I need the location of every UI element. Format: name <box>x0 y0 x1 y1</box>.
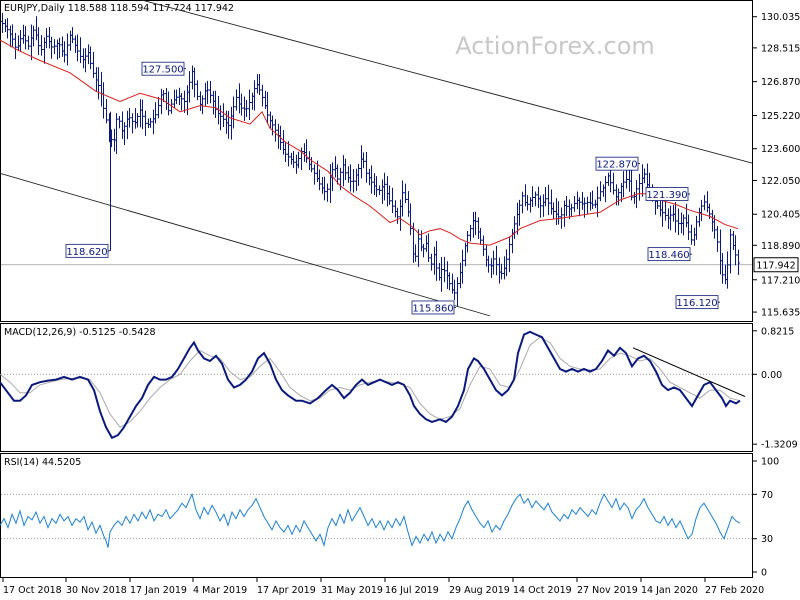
price-label-box <box>645 187 689 201</box>
price-label-118-460: 118.460 <box>648 250 689 261</box>
x-tick-label: 27 Nov 2019 <box>577 585 638 596</box>
price-label-127-500: 127.500 <box>142 65 183 76</box>
rsi-panel-frame <box>0 453 753 578</box>
rsi-panel: RSI(14) 44.5205 100 70 30 0 <box>0 453 779 579</box>
x-tick-label: 17 Oct 2018 <box>3 585 62 596</box>
price-y-tick-label: 128.515 <box>761 43 800 54</box>
price-y-tick-label: 115.635 <box>761 308 800 319</box>
macd-signal-polyline <box>0 336 741 428</box>
price-y-tick-label: 130.035 <box>761 12 800 23</box>
moving-average-line <box>0 39 739 246</box>
x-tick-label: 17 Jan 2019 <box>130 585 187 596</box>
price-y-tick-label: 126.870 <box>761 77 800 88</box>
price-channel <box>0 0 753 317</box>
price-label-122-870: 122.870 <box>596 160 637 171</box>
x-tick-label: 14 Oct 2019 <box>513 585 572 596</box>
price-label-121-390: 121.390 <box>646 190 687 201</box>
x-tick-label: 4 Mar 2019 <box>193 585 247 596</box>
last-price-label: 117.942 <box>756 260 795 271</box>
macd-y-tick-label: -1.3209 <box>761 440 798 451</box>
price-y-tick-label: 120.405 <box>761 210 800 221</box>
price-bars <box>1 12 740 307</box>
moving-average <box>0 39 739 246</box>
price-y-tick-label: 123.600 <box>761 144 800 155</box>
rsi-y-tick-label: 0 <box>761 568 767 579</box>
rsi-polyline <box>0 492 741 548</box>
price-labels: 127.500 118.620 115.860 122.870 121.390 118.4… <box>65 61 720 315</box>
last-price-box <box>753 257 799 273</box>
rsi-y-tick-label: 70 <box>761 490 773 501</box>
rsi-panel-header: RSI(14) 44.5205 <box>4 457 81 468</box>
price-label-118-620: 118.620 <box>66 247 107 258</box>
rsi-levels <box>1 493 752 540</box>
macd-signal-line <box>0 336 741 428</box>
price-label-116-120: 116.120 <box>676 298 717 309</box>
last-price-tag: 117.942 <box>753 257 799 273</box>
macd-trendline-segment <box>632 347 746 397</box>
macd-panel-header: MACD(12,26,9) -0.5125 -0.5428 <box>4 327 156 338</box>
x-tick-label: 27 Feb 2020 <box>705 585 764 596</box>
macd-trendline <box>632 347 746 397</box>
x-tick-label: 14 Jan 2020 <box>641 585 698 596</box>
x-tick-label: 31 May 2019 <box>321 585 383 596</box>
rsi-line <box>0 492 741 548</box>
price-panel-header: EURJPY,Daily 118.588 118.594 117.724 117… <box>4 3 234 14</box>
macd-panel: MACD(12,26,9) -0.5125 -0.5428 0.8215 0.00… <box>0 323 798 452</box>
rsi-y-tick-label: 30 <box>761 534 773 545</box>
price-label-box <box>411 300 455 315</box>
macd-y-tick-label: 0.8215 <box>761 326 794 337</box>
channel-line <box>139 0 753 164</box>
macd-line <box>0 330 741 440</box>
price-label-box <box>65 243 109 258</box>
price-y-tick-label: 122.050 <box>761 176 800 187</box>
x-tick-label: 30 Nov 2018 <box>66 585 127 596</box>
price-label-box <box>647 247 691 262</box>
x-tick-label: 17 Apr 2019 <box>257 585 316 596</box>
macd-y-tick-label: 0.00 <box>761 370 782 381</box>
x-tick-label: 29 Aug 2019 <box>449 585 510 596</box>
macd-panel-frame <box>0 323 753 452</box>
price-y-tick-label: 117.210 <box>761 275 800 286</box>
rsi-y-axis: 100 70 30 0 <box>753 457 779 579</box>
price-label-box <box>141 61 185 76</box>
price-y-axis: 130.035 128.515 126.870 125.220 123.600 122.0… <box>753 12 800 319</box>
x-axis: 17 Oct 2018 30 Nov 2018 17 Jan 2019 4 Mar 2… <box>2 578 764 596</box>
price-y-tick-label: 118.890 <box>761 241 800 252</box>
macd-y-axis: 0.8215 0.00 -1.3209 <box>753 326 798 451</box>
price-label-115-860: 115.860 <box>412 303 453 314</box>
price-y-tick-label: 125.220 <box>761 111 800 122</box>
rsi-y-tick-label: 100 <box>761 457 779 468</box>
x-tick-label: 16 Jul 2019 <box>385 585 439 596</box>
watermark: ActionForex.com <box>455 32 655 60</box>
channel-line <box>0 172 491 317</box>
price-panel: ActionForex.com EURJPY,Daily 118.588 118… <box>0 0 800 322</box>
price-label-box <box>595 156 639 171</box>
price-label-box <box>675 295 719 310</box>
macd-polyline <box>0 330 741 440</box>
